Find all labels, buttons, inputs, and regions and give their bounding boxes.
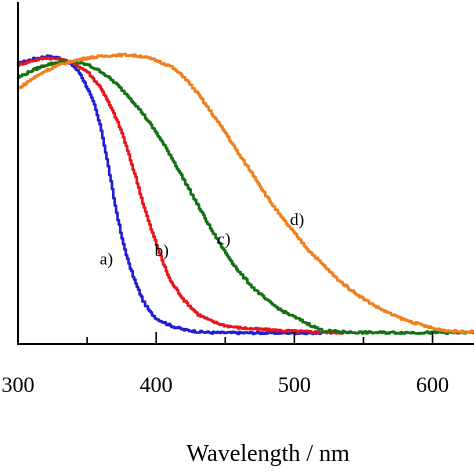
- series-layer: [16, 52, 474, 336]
- series-line-c: [16, 59, 474, 335]
- curve-label-b: b): [155, 241, 169, 260]
- x-tick-label: 300: [2, 372, 35, 397]
- curve-label-c: c): [217, 230, 230, 249]
- curve-label-a: a): [100, 249, 113, 268]
- x-tick-label: 600: [416, 372, 449, 397]
- x-axis-title: Wavelength / nm: [186, 441, 350, 467]
- x-tick-label: 400: [140, 372, 173, 397]
- axes-layer: 300 400 500 600: [2, 2, 474, 397]
- series-line-d: [16, 52, 474, 335]
- curve-label-layer: a) b) c) d): [100, 210, 304, 268]
- x-tick-label: 500: [278, 372, 311, 397]
- curve-label-d: d): [290, 210, 304, 229]
